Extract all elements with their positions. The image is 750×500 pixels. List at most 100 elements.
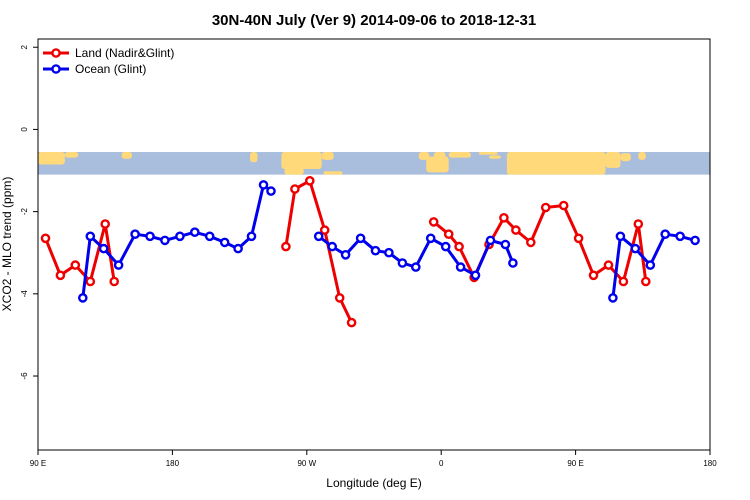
- map-land-6: [321, 152, 334, 160]
- series-land-point-1-3: [319, 225, 330, 235]
- legend-item-ocean: Ocean (Glint): [43, 62, 146, 76]
- series-land-point-2-8: [540, 202, 551, 213]
- series-land-point-0-4: [100, 219, 110, 229]
- map-land-2: [121, 152, 133, 159]
- map-land-13: [488, 155, 501, 159]
- map-land-8: [418, 152, 430, 160]
- series-ocean-point-1-8: [425, 233, 436, 244]
- series-ocean-point-0-0: [78, 293, 88, 303]
- series-ocean-point-1-3: [355, 233, 366, 244]
- x-tick-label-5: 180: [703, 459, 717, 468]
- series-ocean-point-1-12: [485, 235, 496, 246]
- map-land-3: [250, 152, 258, 163]
- series-land-point-2-1: [443, 229, 454, 239]
- series-ocean-point-0-8: [189, 227, 200, 237]
- series-ocean-point-0-14: [266, 186, 276, 196]
- y-tick-label-2: -2: [20, 208, 29, 216]
- map-land-0: [38, 152, 65, 165]
- legend-marker-ocean: [51, 64, 61, 74]
- x-tick-label-1: 180: [166, 459, 180, 468]
- series-land-point-1-1: [290, 184, 300, 194]
- series-land-point-2-9: [558, 200, 569, 211]
- series-ocean-point-0-10: [219, 237, 230, 248]
- series-layer: [40, 175, 700, 328]
- plot-frame: [37, 38, 711, 451]
- x-tick-label-2: 90 W: [297, 459, 316, 468]
- y-axis-label: XCO2 - MLO trend (ppm): [0, 177, 14, 312]
- series-ocean-point-1-13: [500, 239, 511, 250]
- y-tick-label-4: -6: [20, 372, 29, 380]
- map-land-9: [426, 156, 449, 173]
- series-land-point-2-15: [641, 276, 651, 287]
- legend-item-land: Land (Nadir&Glint): [43, 46, 174, 60]
- series-ocean-point-1-11: [470, 270, 481, 281]
- series-ocean-point-0-6: [160, 235, 170, 246]
- series-ocean-point-1-7: [410, 262, 421, 272]
- map-land-16: [620, 153, 631, 162]
- series-land-point-1-4: [334, 293, 345, 303]
- series-ocean-point-1-2: [340, 249, 351, 260]
- series-ocean-point-2-5: [675, 231, 685, 242]
- series-ocean-point-2-3: [645, 260, 656, 270]
- series-land-point-0-3: [85, 276, 96, 287]
- series-ocean-point-0-9: [204, 231, 215, 242]
- series-land-point-1-0: [281, 241, 291, 252]
- series-ocean-point-1-6: [397, 258, 408, 268]
- series-land-point-2-0: [428, 217, 439, 227]
- series-ocean-point-2-6: [690, 235, 700, 246]
- series-ocean-point-0-5: [145, 231, 155, 242]
- series-land-point-2-11: [588, 270, 599, 281]
- x-tick-label-4: 90 E: [567, 459, 583, 468]
- legend: Land (Nadir&Glint) Ocean (Glint): [43, 46, 174, 76]
- series-ocean-point-2-0: [608, 293, 618, 303]
- series-land-point-2-12: [603, 260, 614, 270]
- series-ocean-point-2-1: [615, 231, 626, 242]
- x-tick-label-0: 90 E: [30, 459, 46, 468]
- legend-label-ocean: Ocean (Glint): [75, 62, 146, 76]
- series-land-point-2-13: [618, 276, 629, 287]
- series-ocean-point-2-2: [630, 243, 641, 254]
- x-axis-label: Longitude (deg E): [326, 476, 421, 490]
- map-land-18: [511, 153, 521, 157]
- legend-marker-land: [51, 48, 61, 58]
- series-land-point-2-6: [511, 225, 521, 235]
- y-axis: 2 0 -2 -4 -6: [20, 44, 38, 380]
- map-land-15: [605, 152, 621, 168]
- map-land-11: [448, 152, 472, 158]
- series-ocean-point-1-1: [327, 241, 338, 252]
- series-ocean-point-1-4: [370, 245, 381, 256]
- series-land-point-0-5: [109, 276, 119, 287]
- series-land-point-2-14: [633, 219, 644, 229]
- series-ocean-point-0-13: [258, 180, 269, 190]
- map-land-12: [478, 152, 498, 155]
- series-land-point-0-0: [40, 233, 51, 244]
- y-tick-label-0: 2: [20, 44, 29, 49]
- series-ocean-point-1-5: [384, 247, 394, 258]
- map-land-14: [506, 152, 606, 175]
- series-land-point-2-7: [526, 237, 536, 248]
- series-ocean-point-2-4: [660, 229, 671, 239]
- series-ocean-point-1-14: [508, 258, 518, 268]
- series-ocean-point-0-4: [130, 229, 140, 239]
- world-map-band: [38, 152, 710, 175]
- map-land-17: [638, 152, 646, 160]
- series-ocean-point-0-11: [233, 243, 243, 254]
- chart-title: 30N-40N July (Ver 9) 2014-09-06 to 2018-…: [212, 12, 536, 29]
- series-ocean-point-0-1: [85, 231, 96, 242]
- series-ocean-point-1-0: [313, 231, 324, 242]
- x-axis: 90 E 180 90 W 0 90 E 180: [30, 450, 717, 468]
- series-land-point-0-1: [55, 270, 66, 281]
- series-land-point-0-2: [70, 260, 81, 270]
- series-ocean-point-1-9: [440, 241, 451, 252]
- map-land-4: [281, 152, 322, 169]
- series-land-point-2-10: [573, 233, 584, 244]
- series-land-point-1-5: [346, 317, 357, 328]
- legend-label-land: Land (Nadir&Glint): [75, 46, 174, 60]
- series-land-point-1-2: [304, 175, 315, 186]
- map-land-7: [323, 171, 343, 175]
- y-tick-label-3: -4: [20, 290, 29, 298]
- x-tick-label-3: 0: [439, 459, 444, 468]
- y-tick-label-1: 0: [20, 127, 29, 132]
- series-ocean-point-0-12: [246, 231, 257, 242]
- map-land-1: [64, 152, 79, 158]
